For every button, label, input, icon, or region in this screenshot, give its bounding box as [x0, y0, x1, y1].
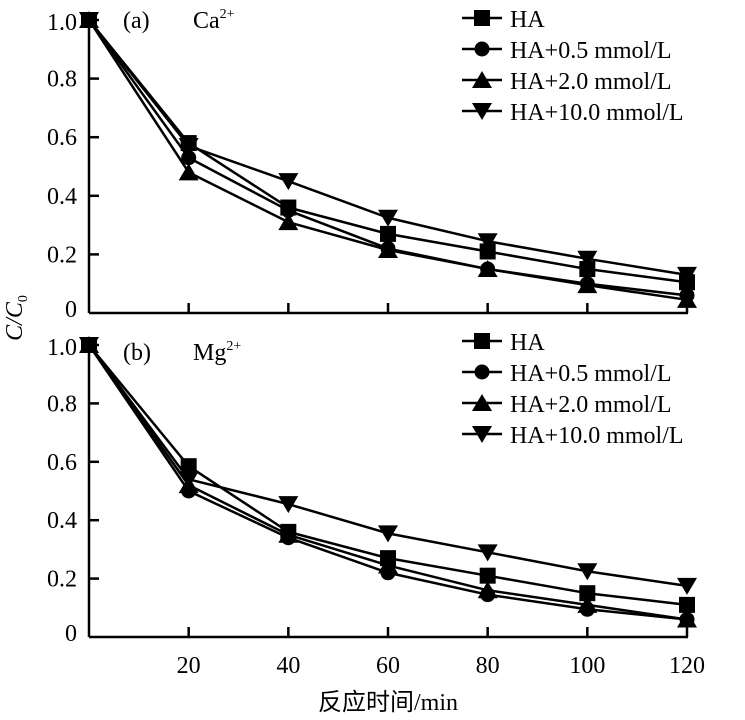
data-point	[677, 290, 697, 308]
y-tick-label: 0.8	[47, 67, 77, 93]
legend-marker-triangle-down	[472, 426, 492, 443]
legend-label: HA+0.5 mmol/L	[510, 361, 672, 387]
data-point	[181, 150, 197, 166]
data-point	[579, 261, 596, 278]
x-tick-label: 80	[476, 653, 500, 679]
y-tick-label: 0.6	[47, 450, 77, 476]
y-tick-label: 0.4	[47, 508, 77, 534]
data-point	[278, 213, 299, 231]
data-point	[577, 276, 598, 294]
series-triangle-down	[79, 337, 697, 595]
legend-label: HA+10.0 mmol/L	[510, 423, 684, 449]
data-point	[79, 12, 99, 29]
panel-label: (b)	[123, 340, 151, 366]
panel-label: (a)	[123, 8, 150, 34]
y-tick-label: 0	[65, 297, 77, 323]
data-point	[380, 225, 396, 242]
data-point	[579, 585, 596, 602]
legend-label: HA+2.0 mmol/L	[510, 69, 672, 95]
legend-item: HA+2.0 mmol/L	[462, 392, 672, 418]
legend-marker-square	[474, 10, 490, 26]
data-point	[278, 173, 299, 191]
legend-item: HA+0.5 mmol/L	[462, 38, 672, 64]
legend-label: HA+0.5 mmol/L	[510, 38, 672, 64]
series-triangle-down	[79, 12, 697, 284]
y-axis-title-denominator: C	[2, 301, 28, 318]
legend-marker-triangle-up	[472, 394, 492, 411]
y-tick-label: 0.2	[47, 242, 77, 268]
y-tick-label: 0.6	[47, 125, 77, 151]
legend-item: HA+0.5 mmol/L	[462, 361, 672, 387]
x-tick-label: 120	[669, 653, 705, 679]
legend: HA HA+0.5 mmol/L HA+2.0 mmol/L HA+10.0 mmol…	[462, 7, 684, 126]
legend-label: HA	[510, 7, 545, 33]
y-tick-label: 1.0	[47, 10, 77, 36]
data-point	[378, 525, 398, 543]
ion-charge: 2+	[220, 7, 235, 22]
data-point	[280, 202, 296, 218]
data-point	[378, 209, 398, 227]
data-point	[679, 596, 695, 613]
data-point	[477, 581, 498, 599]
x-tick-label: 20	[177, 653, 201, 679]
data-point	[178, 163, 199, 181]
data-point	[180, 458, 197, 475]
data-point	[479, 243, 496, 260]
data-point	[577, 595, 598, 613]
legend-item: HA	[462, 330, 545, 356]
data-point	[677, 610, 697, 628]
y-axis-title-numerator: C	[2, 324, 28, 341]
y-tick-label: 0	[65, 621, 77, 647]
y-tick-label: 0.8	[47, 391, 77, 417]
x-tick-label: 60	[376, 653, 400, 679]
x-tick-label: 100	[569, 653, 605, 679]
panel-b: 00.20.40.60.81.020 40 60 80 100 120(b) Mg2+ HAH…	[47, 330, 705, 679]
data-point	[378, 556, 398, 574]
legend-marker-square	[474, 333, 490, 349]
data-point	[677, 577, 697, 595]
x-axis-title: 反应时间/min	[318, 689, 458, 716]
legend-marker-circle	[474, 364, 490, 380]
y-axis-title-subscript: 0	[16, 295, 31, 302]
legend-item: HA+10.0 mmol/L	[462, 423, 684, 449]
legend-item: HA	[462, 7, 545, 33]
y-tick-label: 1.0	[47, 335, 77, 361]
legend-label: HA+10.0 mmol/L	[510, 100, 684, 126]
legend-marker-circle	[474, 41, 490, 57]
data-point	[178, 137, 199, 155]
legend-item: HA+2.0 mmol/L	[462, 69, 672, 95]
series-triangle-up	[79, 11, 697, 308]
data-point	[79, 337, 99, 354]
legend-item: HA+10.0 mmol/L	[462, 100, 684, 126]
ion-name: Mg	[193, 340, 226, 366]
legend-label: HA	[510, 330, 545, 356]
data-point	[378, 241, 398, 259]
data-point	[677, 266, 697, 284]
data-point	[178, 471, 199, 489]
data-point	[477, 233, 498, 251]
legend: HA HA+0.5 mmol/L HA+2.0 mmol/L HA+10.0 mmol…	[462, 330, 684, 449]
data-point	[577, 563, 598, 581]
data-point	[477, 260, 498, 278]
legend-marker-triangle-down	[472, 103, 492, 120]
y-tick-label: 0.2	[47, 567, 77, 593]
data-point	[278, 496, 299, 514]
data-point	[477, 544, 498, 562]
legend-label: HA+2.0 mmol/L	[510, 392, 672, 418]
ion-label: Mg2+	[193, 339, 241, 366]
x-tick-label: 40	[276, 653, 300, 679]
ion-label: Ca2+	[193, 7, 235, 34]
data-point	[479, 567, 496, 584]
legend-marker-triangle-up	[472, 71, 492, 88]
y-axis-title: C/C0	[2, 295, 31, 341]
data-point	[278, 525, 299, 543]
data-point	[577, 250, 598, 268]
ion-name: Ca	[193, 8, 220, 34]
ion-charge: 2+	[226, 339, 241, 354]
y-tick-label: 0.4	[47, 184, 77, 210]
y-axis-title-slash: /	[2, 316, 28, 327]
